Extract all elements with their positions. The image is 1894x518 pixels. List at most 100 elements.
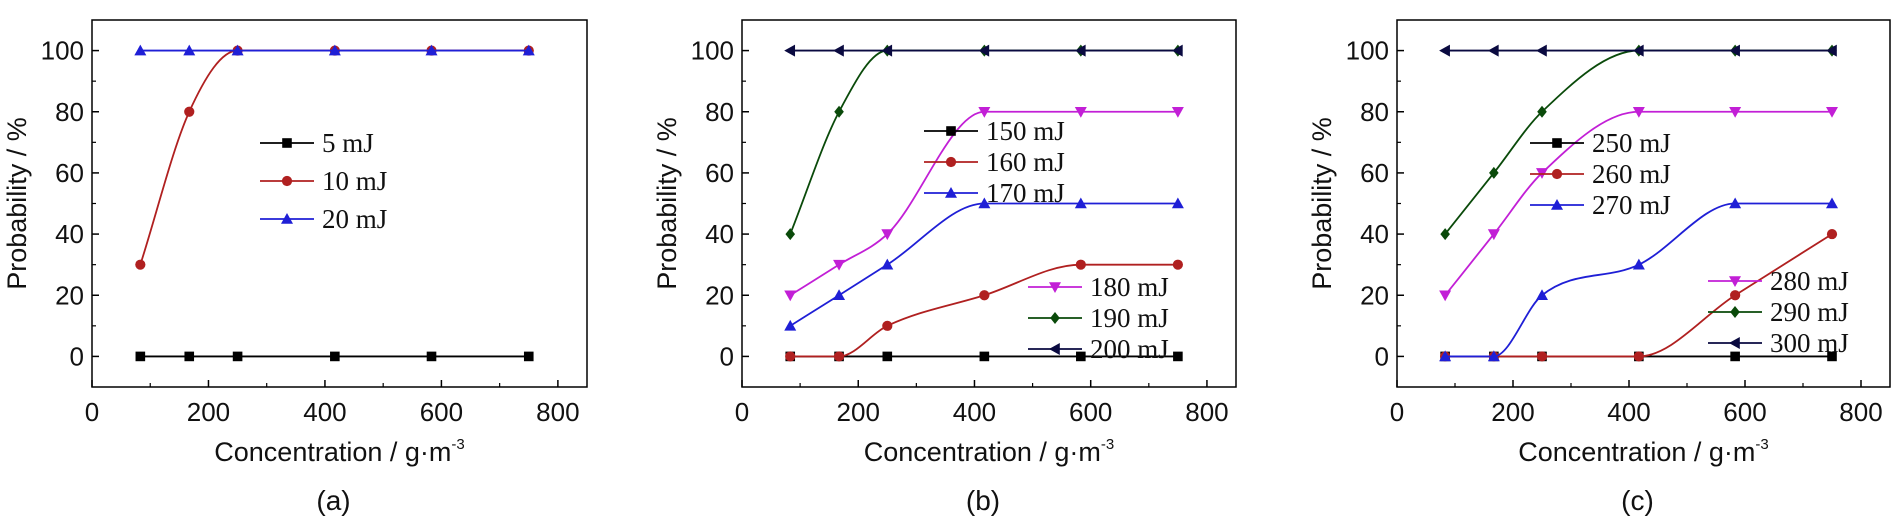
- x-axis-label: Concentration / g·m-3: [864, 436, 1114, 467]
- data-point: [1633, 351, 1644, 362]
- x-tick-label: 600: [1069, 397, 1112, 427]
- data-point: [1536, 44, 1547, 57]
- legend-entry: 270 mJ: [1530, 190, 1671, 220]
- data-point: [1826, 44, 1837, 57]
- legend-marker: [1551, 168, 1563, 180]
- panel-label: (c): [1621, 485, 1654, 516]
- legend-entry: 200 mJ: [1028, 334, 1169, 364]
- y-tick-label: 0: [70, 341, 84, 371]
- y-tick-label: 100: [41, 36, 84, 66]
- data-point: [522, 44, 535, 56]
- data-point: [183, 44, 196, 56]
- data-point: [1171, 106, 1184, 118]
- data-point: [1489, 166, 1499, 179]
- data-point: [882, 320, 893, 331]
- x-tick-label: 400: [1607, 397, 1650, 427]
- panel-label: (b): [966, 485, 1000, 516]
- data-point: [1074, 197, 1087, 209]
- data-point: [881, 44, 893, 57]
- data-point: [833, 289, 846, 301]
- x-tick-label: 400: [303, 397, 346, 427]
- x-axis-label-superscript: -3: [451, 436, 464, 453]
- data-point: [1487, 44, 1499, 57]
- data-point: [184, 351, 195, 362]
- series-5-mJ: [135, 351, 534, 362]
- x-tick-label: 400: [953, 397, 996, 427]
- legend-label: 200 mJ: [1090, 334, 1169, 364]
- y-tick-label: 20: [705, 280, 734, 310]
- y-tick-label: 80: [1360, 97, 1389, 127]
- data-point: [978, 44, 990, 57]
- data-point: [833, 259, 846, 271]
- legend-marker: [945, 156, 957, 168]
- legend-label: 280 mJ: [1770, 266, 1849, 296]
- legend-label: 160 mJ: [986, 147, 1065, 177]
- x-axis-label-superscript: -3: [1101, 436, 1114, 453]
- data-point: [1439, 44, 1450, 57]
- series-190-mJ: [785, 44, 1183, 241]
- legend-marker: [1049, 343, 1060, 355]
- x-tick-label: 800: [1839, 397, 1882, 427]
- x-tick-label: 200: [1491, 397, 1534, 427]
- data-point: [784, 44, 796, 57]
- legend-marker: [946, 126, 956, 136]
- legend-entry: 300 mJ: [1708, 328, 1849, 358]
- data-point: [1172, 259, 1183, 270]
- data-point: [232, 351, 243, 362]
- series-270-mJ: [1439, 197, 1838, 362]
- data-point: [833, 351, 845, 362]
- x-axis-label: Concentration / g·m-3: [1518, 436, 1768, 467]
- data-point: [784, 319, 797, 331]
- legend-entry: 250 mJ: [1530, 128, 1671, 158]
- panel-label: (a): [316, 485, 350, 516]
- data-point: [1440, 228, 1450, 241]
- x-tick-label: 0: [735, 397, 749, 427]
- series-160-mJ: [785, 259, 1183, 362]
- x-tick-label: 600: [420, 397, 463, 427]
- chart-panel-3: 0 200 400 600 800 0 20 40 60 80 100 Concentration /…: [1307, 19, 1891, 516]
- y-tick-label: 0: [1375, 341, 1389, 371]
- legend-marker: [1730, 306, 1740, 318]
- data-point: [1632, 258, 1645, 270]
- series-20-mJ: [134, 44, 535, 56]
- x-axis-label-superscript: -3: [1755, 436, 1768, 453]
- legend-label: 150 mJ: [986, 116, 1065, 146]
- data-point: [978, 197, 991, 209]
- legend-marker: [1551, 199, 1563, 210]
- data-point: [833, 44, 844, 57]
- legend-marker: [282, 138, 292, 148]
- data-point: [1827, 351, 1837, 362]
- data-point: [881, 258, 894, 270]
- data-point: [1171, 44, 1183, 57]
- legend-marker: [1729, 337, 1740, 349]
- y-tick-label: 80: [705, 97, 734, 127]
- legend-entry: 160 mJ: [924, 147, 1065, 177]
- y-tick-label: 40: [55, 219, 84, 249]
- legend-entry: 280 mJ: [1708, 266, 1849, 296]
- legend-marker: [281, 175, 293, 187]
- data-point: [881, 229, 894, 241]
- legend-marker: [1050, 312, 1060, 324]
- y-tick-label: 100: [691, 36, 734, 66]
- x-tick-label: 200: [187, 397, 230, 427]
- legend-entry: 190 mJ: [1028, 303, 1169, 333]
- data-point: [135, 259, 146, 270]
- data-point: [231, 44, 244, 56]
- legend-entry: 290 mJ: [1708, 297, 1849, 327]
- data-point: [1074, 44, 1086, 57]
- y-tick-label: 60: [705, 158, 734, 188]
- data-point: [1487, 229, 1500, 241]
- legend-entry: 10 mJ: [260, 166, 387, 196]
- legend-label: 180 mJ: [1090, 272, 1169, 302]
- legend-entry: 150 mJ: [924, 116, 1065, 146]
- data-point: [1439, 350, 1452, 362]
- data-point: [426, 351, 437, 362]
- y-tick-label: 40: [1360, 219, 1389, 249]
- data-point: [1075, 259, 1086, 270]
- legend-label: 270 mJ: [1592, 190, 1671, 220]
- data-point: [1171, 197, 1184, 209]
- data-point: [1074, 106, 1087, 118]
- data-point: [425, 44, 438, 56]
- y-tick-label: 60: [55, 158, 84, 188]
- y-axis-label: Probability / %: [2, 117, 32, 290]
